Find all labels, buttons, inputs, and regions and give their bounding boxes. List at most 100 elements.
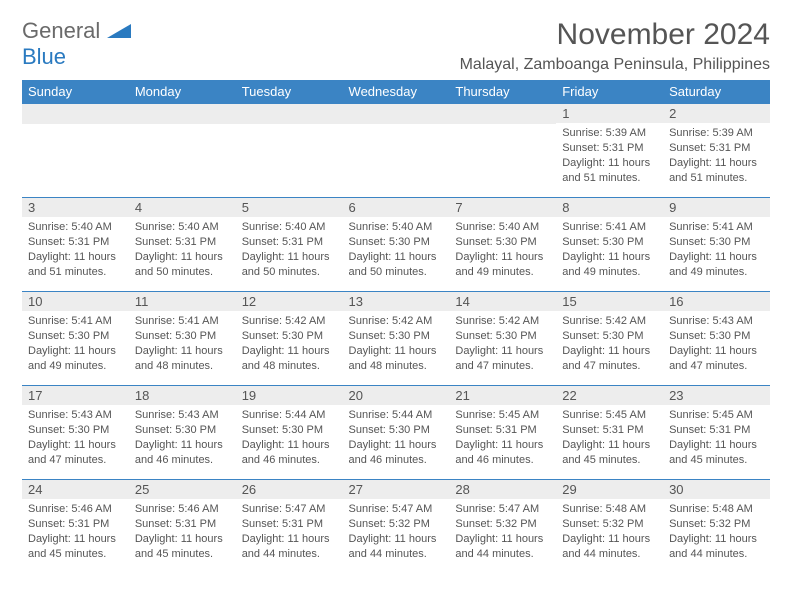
day-details: Sunrise: 5:44 AMSunset: 5:30 PMDaylight:… bbox=[236, 405, 343, 471]
day-details: Sunrise: 5:47 AMSunset: 5:32 PMDaylight:… bbox=[343, 499, 450, 565]
sunset-line: Sunset: 5:31 PM bbox=[28, 517, 123, 532]
title-block: November 2024 Malayal, Zamboanga Peninsu… bbox=[460, 18, 770, 74]
day-details: Sunrise: 5:45 AMSunset: 5:31 PMDaylight:… bbox=[449, 405, 556, 471]
day-details: Sunrise: 5:42 AMSunset: 5:30 PMDaylight:… bbox=[236, 311, 343, 377]
sunrise-line: Sunrise: 5:43 AM bbox=[669, 314, 764, 329]
day-number: 1 bbox=[556, 104, 663, 123]
sunrise-line: Sunrise: 5:42 AM bbox=[562, 314, 657, 329]
calendar-day-cell: 25Sunrise: 5:46 AMSunset: 5:31 PMDayligh… bbox=[129, 480, 236, 574]
day-details: Sunrise: 5:40 AMSunset: 5:31 PMDaylight:… bbox=[22, 217, 129, 283]
day-details: Sunrise: 5:42 AMSunset: 5:30 PMDaylight:… bbox=[449, 311, 556, 377]
sunset-line: Sunset: 5:30 PM bbox=[349, 423, 444, 438]
day-details: Sunrise: 5:40 AMSunset: 5:30 PMDaylight:… bbox=[449, 217, 556, 283]
calendar-day-cell: 12Sunrise: 5:42 AMSunset: 5:30 PMDayligh… bbox=[236, 292, 343, 386]
day-details: Sunrise: 5:41 AMSunset: 5:30 PMDaylight:… bbox=[556, 217, 663, 283]
calendar-week-row: 24Sunrise: 5:46 AMSunset: 5:31 PMDayligh… bbox=[22, 480, 770, 574]
sunset-line: Sunset: 5:30 PM bbox=[562, 329, 657, 344]
sunrise-line: Sunrise: 5:47 AM bbox=[349, 502, 444, 517]
sunrise-line: Sunrise: 5:44 AM bbox=[242, 408, 337, 423]
daylight-line-1: Daylight: 11 hours bbox=[669, 532, 764, 547]
day-details: Sunrise: 5:47 AMSunset: 5:31 PMDaylight:… bbox=[236, 499, 343, 565]
calendar-day-cell: 17Sunrise: 5:43 AMSunset: 5:30 PMDayligh… bbox=[22, 386, 129, 480]
day-number bbox=[129, 104, 236, 124]
calendar-day-cell: 27Sunrise: 5:47 AMSunset: 5:32 PMDayligh… bbox=[343, 480, 450, 574]
calendar-day-cell bbox=[129, 104, 236, 198]
daylight-line-2: and 50 minutes. bbox=[349, 265, 444, 280]
daylight-line-2: and 49 minutes. bbox=[669, 265, 764, 280]
day-number: 24 bbox=[22, 480, 129, 499]
sunset-line: Sunset: 5:31 PM bbox=[455, 423, 550, 438]
daylight-line-2: and 48 minutes. bbox=[242, 359, 337, 374]
weekday-header: Saturday bbox=[663, 80, 770, 104]
daylight-line-1: Daylight: 11 hours bbox=[28, 344, 123, 359]
sunset-line: Sunset: 5:30 PM bbox=[135, 423, 230, 438]
sunset-line: Sunset: 5:30 PM bbox=[28, 423, 123, 438]
calendar-day-cell: 29Sunrise: 5:48 AMSunset: 5:32 PMDayligh… bbox=[556, 480, 663, 574]
daylight-line-1: Daylight: 11 hours bbox=[562, 344, 657, 359]
calendar-day-cell: 15 Sunrise: 5:42 AMSunset: 5:30 PMDayligh… bbox=[556, 292, 663, 386]
day-number: 3 bbox=[22, 198, 129, 217]
day-number: 15 bbox=[556, 292, 663, 311]
daylight-line-2: and 49 minutes. bbox=[562, 265, 657, 280]
daylight-line-1: Daylight: 11 hours bbox=[455, 250, 550, 265]
day-number: 2 bbox=[663, 104, 770, 123]
day-details: Sunrise: 5:40 AMSunset: 5:30 PMDaylight:… bbox=[343, 217, 450, 283]
daylight-line-2: and 48 minutes. bbox=[349, 359, 444, 374]
weekday-header: Thursday bbox=[449, 80, 556, 104]
day-details: Sunrise: 5:48 AMSunset: 5:32 PMDaylight:… bbox=[556, 499, 663, 565]
sunrise-line: Sunrise: 5:41 AM bbox=[669, 220, 764, 235]
daylight-line-1: Daylight: 11 hours bbox=[242, 532, 337, 547]
daylight-line-1: Daylight: 11 hours bbox=[28, 250, 123, 265]
weekday-header: Wednesday bbox=[343, 80, 450, 104]
sunset-line: Sunset: 5:31 PM bbox=[562, 141, 657, 156]
calendar-week-row: 10Sunrise: 5:41 AMSunset: 5:30 PMDayligh… bbox=[22, 292, 770, 386]
sunrise-line: Sunrise: 5:42 AM bbox=[349, 314, 444, 329]
month-title: November 2024 bbox=[460, 18, 770, 52]
day-details: Sunrise: 5:46 AMSunset: 5:31 PMDaylight:… bbox=[129, 499, 236, 565]
sunset-line: Sunset: 5:30 PM bbox=[455, 235, 550, 250]
weekday-header: Tuesday bbox=[236, 80, 343, 104]
daylight-line-2: and 46 minutes. bbox=[135, 453, 230, 468]
day-number: 11 bbox=[129, 292, 236, 311]
sunset-line: Sunset: 5:31 PM bbox=[562, 423, 657, 438]
day-details: Sunrise: 5:39 AMSunset: 5:31 PMDaylight:… bbox=[556, 123, 663, 189]
page-header: General Blue November 2024 Malayal, Zamb… bbox=[22, 18, 770, 74]
day-number: 28 bbox=[449, 480, 556, 499]
brand-logo: General Blue bbox=[22, 18, 131, 70]
daylight-line-2: and 50 minutes. bbox=[135, 265, 230, 280]
calendar-day-cell: 16Sunrise: 5:43 AMSunset: 5:30 PMDayligh… bbox=[663, 292, 770, 386]
day-number bbox=[22, 104, 129, 124]
day-details: Sunrise: 5:39 AMSunset: 5:31 PMDaylight:… bbox=[663, 123, 770, 189]
daylight-line-1: Daylight: 11 hours bbox=[562, 532, 657, 547]
daylight-line-1: Daylight: 11 hours bbox=[242, 250, 337, 265]
calendar-day-cell bbox=[22, 104, 129, 198]
daylight-line-1: Daylight: 11 hours bbox=[135, 532, 230, 547]
sunset-line: Sunset: 5:30 PM bbox=[669, 235, 764, 250]
day-number bbox=[343, 104, 450, 124]
daylight-line-1: Daylight: 11 hours bbox=[135, 344, 230, 359]
daylight-line-2: and 47 minutes. bbox=[455, 359, 550, 374]
calendar-day-cell: 7Sunrise: 5:40 AMSunset: 5:30 PMDaylight… bbox=[449, 198, 556, 292]
sunset-line: Sunset: 5:30 PM bbox=[455, 329, 550, 344]
calendar-body: 1Sunrise: 5:39 AMSunset: 5:31 PMDaylight… bbox=[22, 104, 770, 574]
sunrise-line: Sunrise: 5:40 AM bbox=[242, 220, 337, 235]
sunrise-line: Sunrise: 5:46 AM bbox=[135, 502, 230, 517]
weekday-header: Sunday bbox=[22, 80, 129, 104]
day-number: 6 bbox=[343, 198, 450, 217]
sunrise-line: Sunrise: 5:42 AM bbox=[242, 314, 337, 329]
sunset-line: Sunset: 5:31 PM bbox=[242, 517, 337, 532]
day-details: Sunrise: 5:42 AMSunset: 5:30 PMDaylight:… bbox=[343, 311, 450, 377]
sunrise-line: Sunrise: 5:40 AM bbox=[135, 220, 230, 235]
sunrise-line: Sunrise: 5:43 AM bbox=[28, 408, 123, 423]
sunrise-line: Sunrise: 5:41 AM bbox=[135, 314, 230, 329]
calendar-day-cell bbox=[236, 104, 343, 198]
sunset-line: Sunset: 5:32 PM bbox=[349, 517, 444, 532]
calendar-week-row: 17Sunrise: 5:43 AMSunset: 5:30 PMDayligh… bbox=[22, 386, 770, 480]
sunrise-line: Sunrise: 5:39 AM bbox=[562, 126, 657, 141]
sunset-line: Sunset: 5:30 PM bbox=[242, 423, 337, 438]
day-details: Sunrise: 5:41 AMSunset: 5:30 PMDaylight:… bbox=[129, 311, 236, 377]
sunrise-line: Sunrise: 5:41 AM bbox=[28, 314, 123, 329]
sunrise-line: Sunrise: 5:40 AM bbox=[455, 220, 550, 235]
weekday-header: Monday bbox=[129, 80, 236, 104]
day-details: Sunrise: 5:43 AMSunset: 5:30 PMDaylight:… bbox=[22, 405, 129, 471]
